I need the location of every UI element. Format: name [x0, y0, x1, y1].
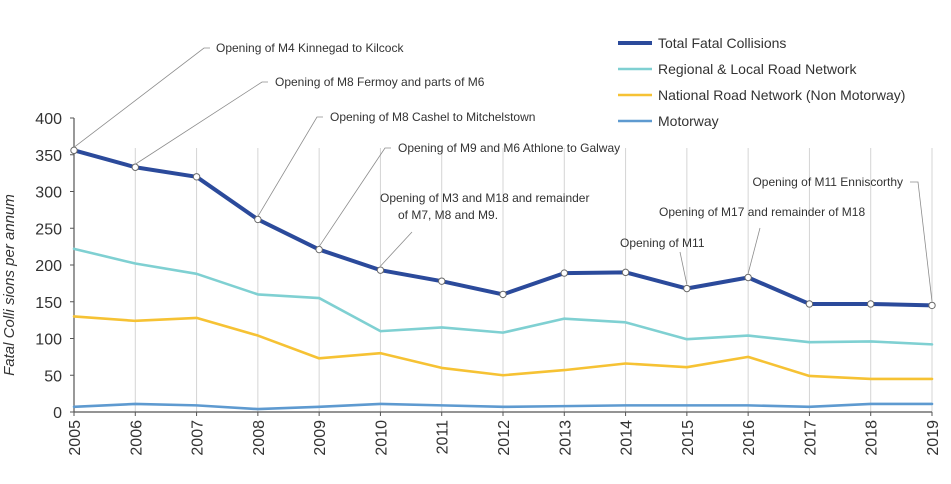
annotation-leader: [318, 147, 391, 247]
y-tick-label: 350: [35, 148, 62, 165]
data-point-marker: [560, 269, 568, 277]
series-layer: [70, 146, 936, 411]
x-tick-label: 2010: [373, 420, 390, 456]
x-tick-label: 2015: [680, 420, 697, 456]
annotation-leader: [679, 251, 688, 285]
y-tick-label: 300: [35, 185, 62, 202]
x-tick-label: 2016: [741, 420, 758, 456]
data-point-marker: [805, 300, 814, 308]
y-tick-label: 200: [35, 258, 62, 275]
x-tick-label: 2017: [802, 420, 819, 456]
annotation-text: of M7, M8 and M9.: [398, 208, 498, 222]
x-tick-label: 2011: [435, 420, 452, 455]
annotation-text: Opening of M11: [620, 236, 705, 250]
data-point-marker: [131, 163, 139, 171]
legend: Total Fatal Collisions Regional & Local R…: [618, 35, 905, 129]
annotations: Opening of M4 Kinnegad to Kilcock Opening…: [73, 41, 933, 302]
data-point-marker: [254, 215, 262, 224]
y-tick-label: 250: [35, 221, 62, 238]
annotation-leader: [135, 81, 268, 165]
series-line: [72, 315, 934, 381]
data-point-marker: [192, 173, 201, 181]
y-tick-label: 0: [53, 405, 62, 422]
data-point-marker: [70, 146, 78, 155]
y-tick-label: 50: [44, 368, 62, 385]
x-tick-label: 2009: [312, 420, 329, 456]
annotation-text: Opening of M17 and remainder of M18: [659, 205, 865, 219]
annotation-leader: [910, 181, 933, 302]
annotation-text: Opening of M3 and M18 and remainder: [380, 191, 589, 205]
annotation-text: Opening of M11 Enniscorthy: [752, 175, 903, 189]
legend-label: Motorway: [658, 113, 719, 129]
x-tick-label: 2018: [864, 420, 881, 456]
x-tick-label: 2012: [496, 420, 513, 456]
annotation-leader: [73, 47, 210, 148]
series-line: [72, 247, 934, 346]
annotation-text: Opening of M8 Fermoy and parts of M6: [275, 75, 485, 89]
annotation-text: Opening of M4 Kinnegad to Kilcock: [216, 41, 404, 55]
data-point-marker: [928, 301, 936, 310]
x-tick-label: 2013: [557, 420, 574, 456]
series-line: [72, 402, 934, 411]
y-axis-label: Fatal Colli sions per annum: [1, 194, 18, 376]
annotation-leader: [747, 227, 761, 274]
axes: 0 50 100 150 200 250 300 350 400 2005 2006 2007 2008…: [35, 111, 942, 456]
x-tick-label: 2014: [619, 420, 636, 456]
data-point-marker: [315, 245, 323, 254]
y-tick-label: 150: [35, 295, 62, 312]
legend-label: Total Fatal Collisions: [658, 35, 786, 51]
data-point-marker: [867, 300, 875, 308]
data-point-marker: [683, 284, 691, 293]
x-tick-label: 2006: [128, 420, 145, 456]
annotation-text: Opening of M9 and M6 Athlone to Galway: [398, 141, 620, 155]
y-tick-label: 100: [35, 332, 62, 349]
data-point-marker: [438, 277, 446, 285]
x-tick-label: 2005: [67, 420, 84, 456]
annotation-leader: [257, 116, 323, 217]
y-tick-label: 400: [35, 111, 62, 128]
annotation-leader: [380, 231, 413, 267]
x-tick-label: 2019: [925, 420, 942, 456]
data-point-marker: [376, 266, 385, 274]
data-point-marker: [621, 268, 630, 277]
legend-label: National Road Network (Non Motorway): [658, 87, 905, 103]
annotation-text: Opening of M8 Cashel to Mitchelstown: [330, 110, 535, 124]
data-point-marker: [744, 273, 752, 282]
legend-label: Regional & Local Road Network: [658, 61, 857, 77]
x-tick-label: 2008: [251, 420, 268, 456]
data-point-marker: [499, 290, 507, 299]
x-tick-label: 2007: [190, 420, 207, 456]
